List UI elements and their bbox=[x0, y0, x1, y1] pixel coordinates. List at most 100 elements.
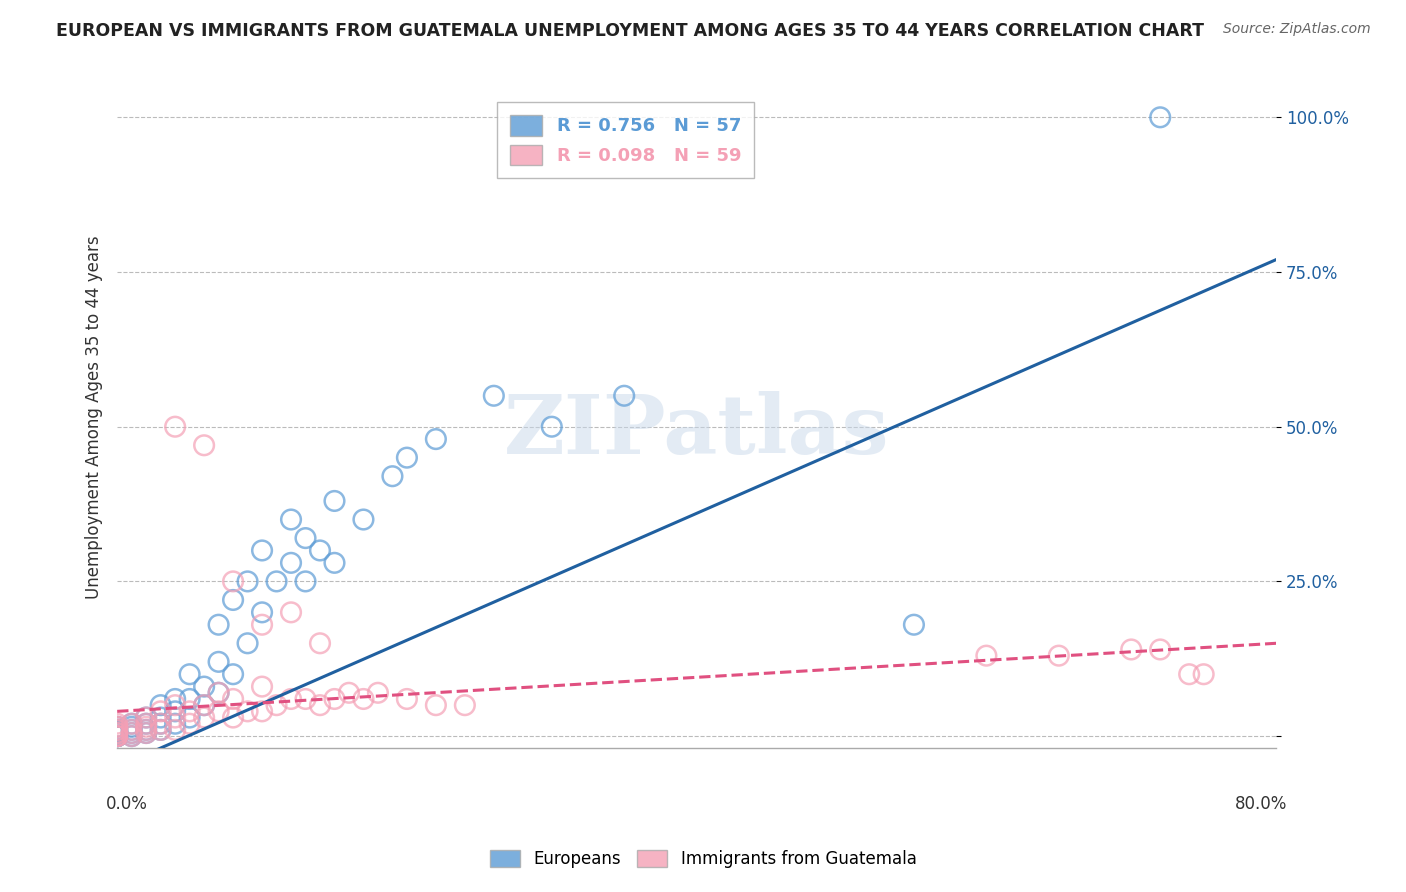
Point bbox=[337, 686, 360, 700]
Point bbox=[193, 698, 215, 713]
Point bbox=[149, 710, 172, 724]
Point bbox=[222, 593, 245, 607]
Point bbox=[135, 723, 157, 737]
Point bbox=[135, 716, 157, 731]
Point bbox=[294, 531, 316, 545]
Point bbox=[207, 617, 229, 632]
Point bbox=[105, 726, 128, 740]
Point bbox=[309, 636, 332, 650]
Point bbox=[135, 723, 157, 737]
Point bbox=[323, 494, 346, 508]
Point bbox=[121, 726, 143, 740]
Point bbox=[381, 469, 404, 483]
Point bbox=[280, 556, 302, 570]
Point bbox=[193, 680, 215, 694]
Point bbox=[1149, 111, 1171, 125]
Point bbox=[135, 710, 157, 724]
Point bbox=[121, 729, 143, 743]
Point bbox=[149, 716, 172, 731]
Point bbox=[207, 655, 229, 669]
Point bbox=[207, 686, 229, 700]
Point bbox=[165, 716, 187, 731]
Point bbox=[280, 692, 302, 706]
Point bbox=[165, 698, 187, 713]
Point bbox=[222, 692, 245, 706]
Point bbox=[149, 723, 172, 737]
Point bbox=[266, 698, 288, 713]
Point bbox=[105, 726, 128, 740]
Point bbox=[1192, 667, 1215, 681]
Point bbox=[165, 704, 187, 718]
Legend: R = 0.756   N = 57, R = 0.098   N = 59: R = 0.756 N = 57, R = 0.098 N = 59 bbox=[498, 102, 754, 178]
Point bbox=[353, 512, 375, 526]
Point bbox=[179, 716, 201, 731]
Point bbox=[323, 692, 346, 706]
Point bbox=[193, 698, 215, 713]
Point bbox=[105, 726, 128, 740]
Point bbox=[165, 723, 187, 737]
Point bbox=[105, 720, 128, 734]
Point bbox=[250, 543, 273, 558]
Point bbox=[250, 617, 273, 632]
Point bbox=[121, 716, 143, 731]
Point bbox=[121, 720, 143, 734]
Point bbox=[105, 720, 128, 734]
Point bbox=[165, 692, 187, 706]
Point bbox=[1178, 667, 1201, 681]
Legend: Europeans, Immigrants from Guatemala: Europeans, Immigrants from Guatemala bbox=[482, 843, 924, 875]
Point bbox=[105, 729, 128, 743]
Point bbox=[207, 686, 229, 700]
Point bbox=[309, 698, 332, 713]
Point bbox=[193, 710, 215, 724]
Point bbox=[266, 574, 288, 589]
Point bbox=[395, 450, 418, 465]
Point bbox=[1047, 648, 1070, 663]
Point bbox=[250, 680, 273, 694]
Point bbox=[149, 723, 172, 737]
Point bbox=[105, 723, 128, 737]
Point bbox=[482, 389, 505, 403]
Point bbox=[135, 726, 157, 740]
Point bbox=[105, 729, 128, 743]
Point bbox=[105, 724, 128, 739]
Text: 0.0%: 0.0% bbox=[105, 795, 148, 813]
Point bbox=[121, 723, 143, 737]
Point bbox=[294, 574, 316, 589]
Point bbox=[294, 692, 316, 706]
Text: EUROPEAN VS IMMIGRANTS FROM GUATEMALA UNEMPLOYMENT AMONG AGES 35 TO 44 YEARS COR: EUROPEAN VS IMMIGRANTS FROM GUATEMALA UN… bbox=[56, 22, 1205, 40]
Point bbox=[165, 419, 187, 434]
Point bbox=[105, 720, 128, 734]
Point bbox=[121, 726, 143, 740]
Text: ZIPatlas: ZIPatlas bbox=[503, 391, 890, 471]
Point bbox=[903, 617, 925, 632]
Point bbox=[179, 704, 201, 718]
Point bbox=[222, 574, 245, 589]
Point bbox=[207, 704, 229, 718]
Point bbox=[179, 710, 201, 724]
Point bbox=[540, 419, 562, 434]
Point bbox=[149, 698, 172, 713]
Point bbox=[367, 686, 389, 700]
Point bbox=[395, 692, 418, 706]
Point bbox=[135, 726, 157, 740]
Point bbox=[280, 605, 302, 619]
Point bbox=[105, 729, 128, 743]
Point bbox=[353, 692, 375, 706]
Y-axis label: Unemployment Among Ages 35 to 44 years: Unemployment Among Ages 35 to 44 years bbox=[86, 235, 103, 599]
Point bbox=[323, 556, 346, 570]
Point bbox=[105, 726, 128, 740]
Point bbox=[121, 716, 143, 731]
Point bbox=[236, 704, 259, 718]
Point bbox=[135, 720, 157, 734]
Point bbox=[222, 667, 245, 681]
Point bbox=[250, 605, 273, 619]
Point bbox=[236, 636, 259, 650]
Point bbox=[105, 716, 128, 731]
Point bbox=[135, 710, 157, 724]
Point bbox=[236, 574, 259, 589]
Point bbox=[105, 723, 128, 737]
Point bbox=[121, 723, 143, 737]
Point bbox=[165, 710, 187, 724]
Point bbox=[105, 729, 128, 743]
Point bbox=[105, 729, 128, 743]
